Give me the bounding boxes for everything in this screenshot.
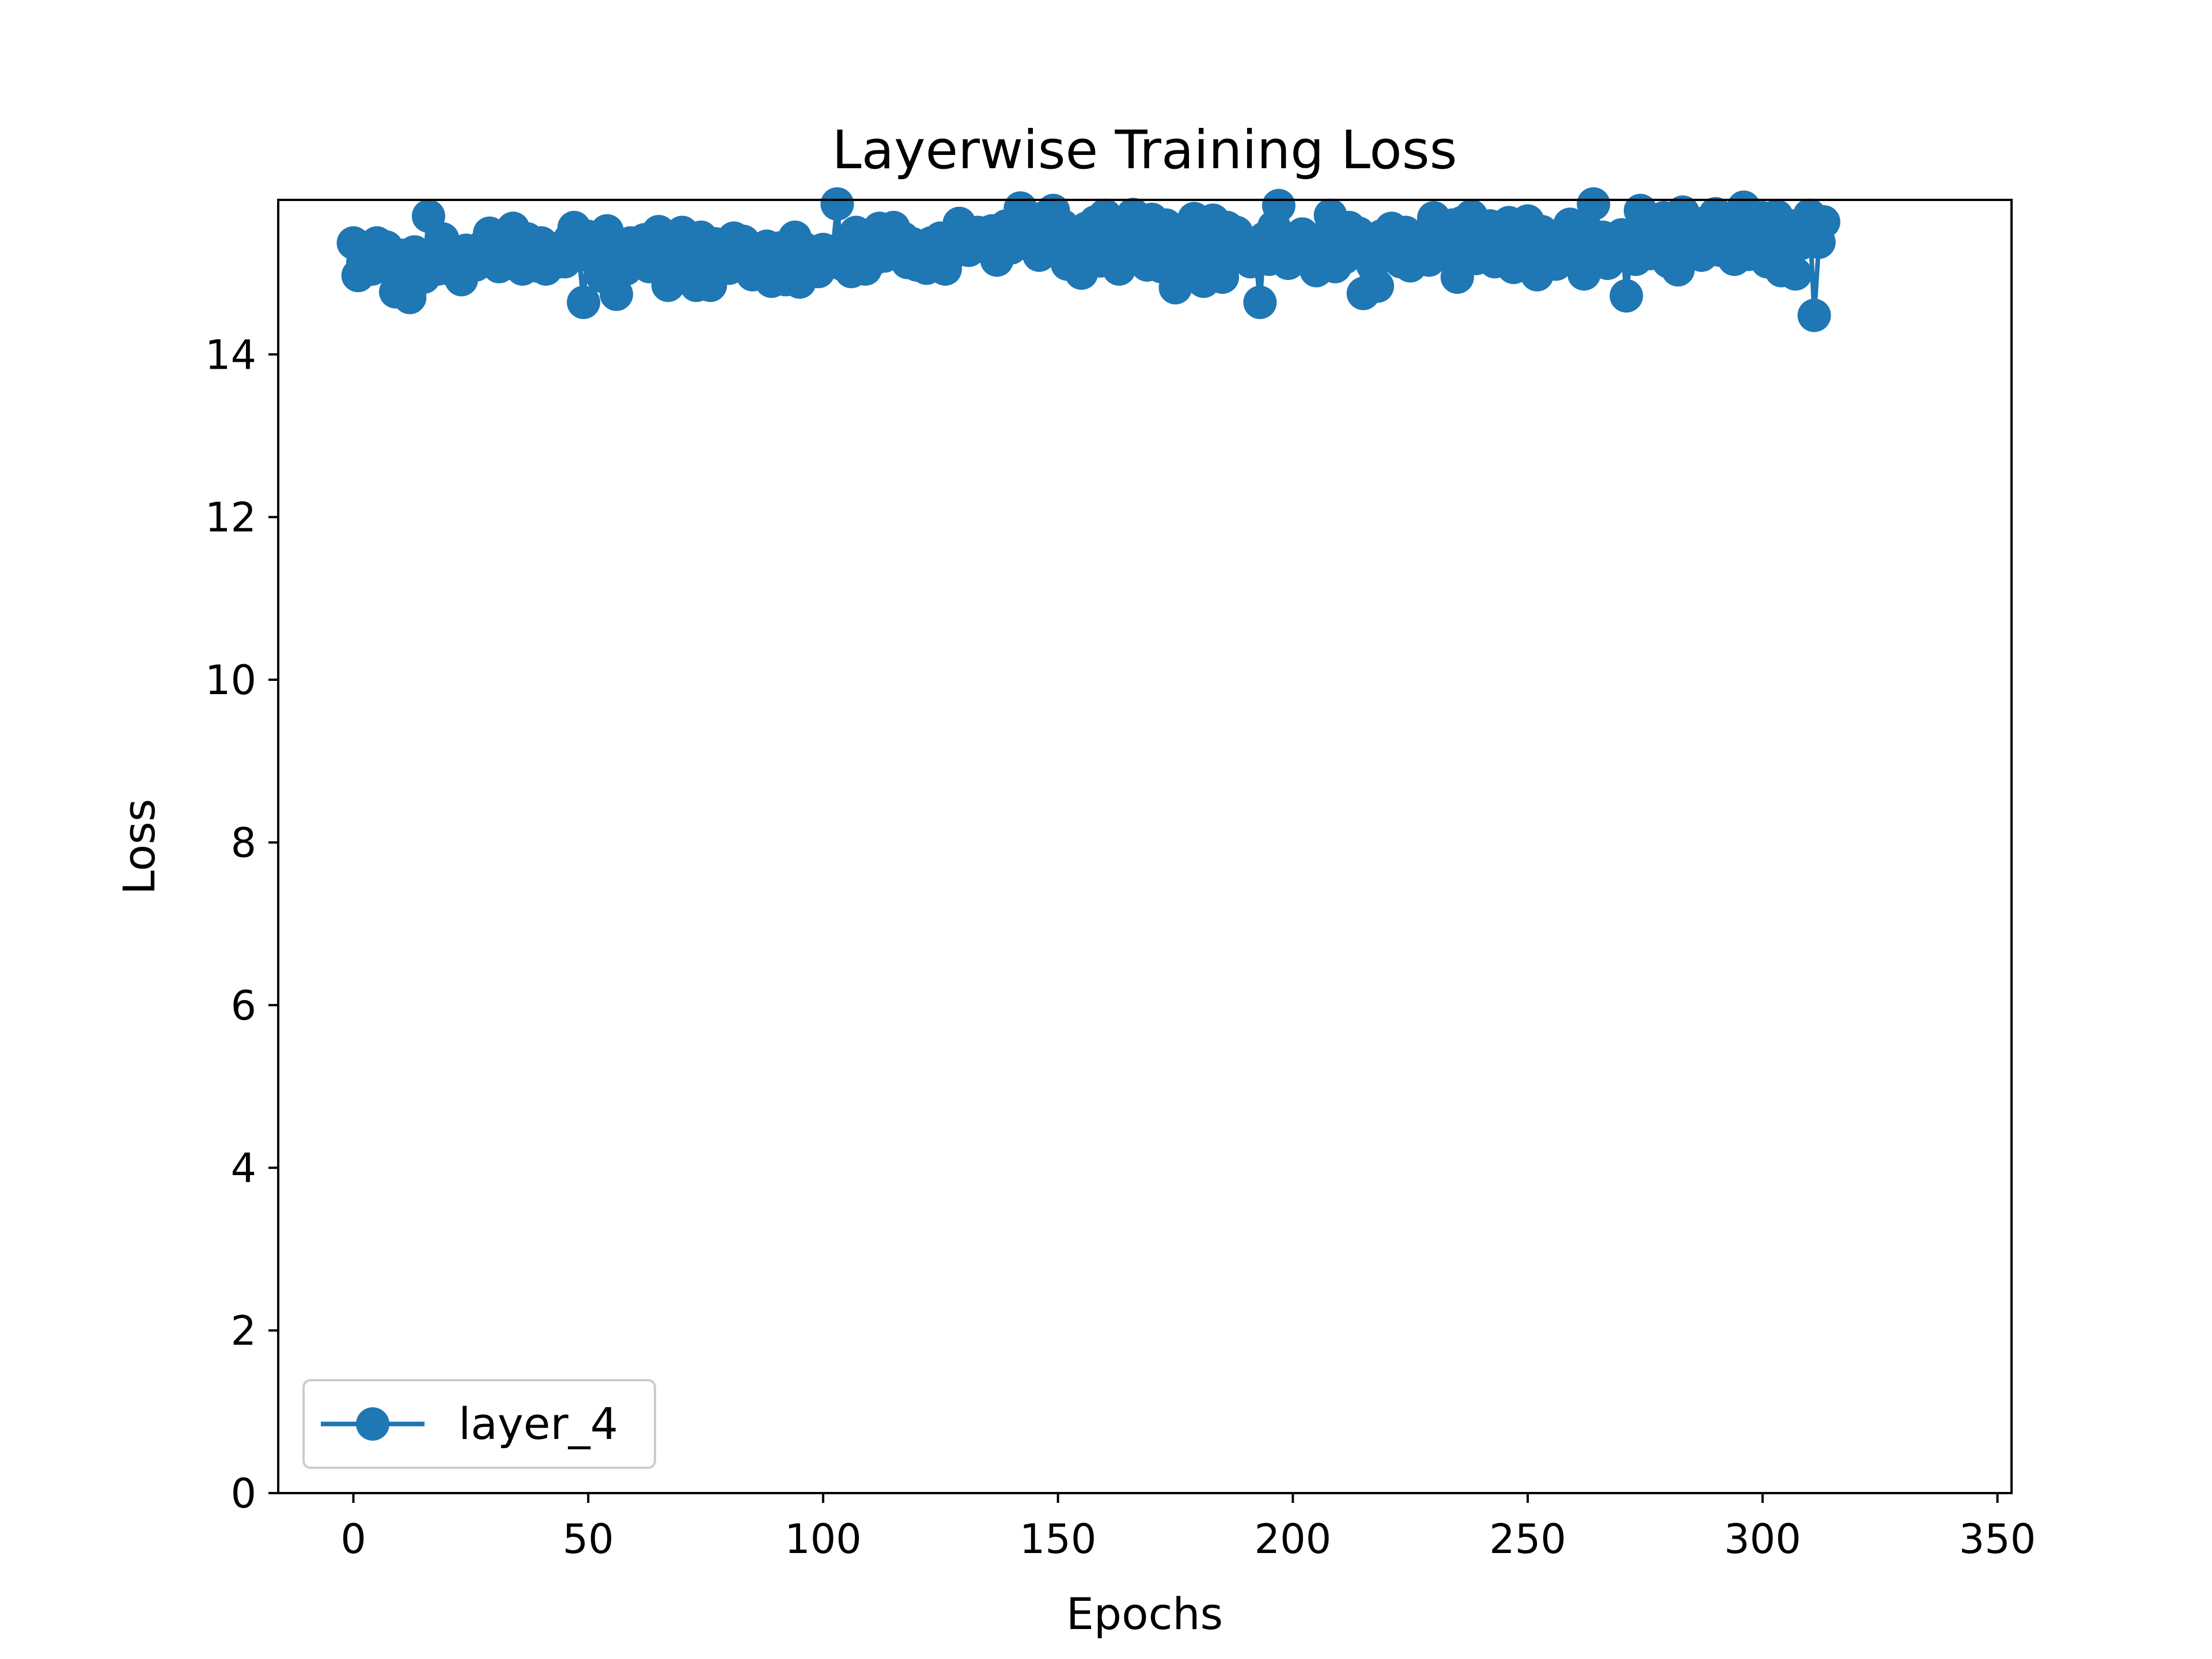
- data-point: [1206, 260, 1239, 294]
- y-tick-label: 8: [230, 819, 256, 866]
- data-point: [1158, 271, 1192, 305]
- legend-label: layer_4: [459, 1398, 618, 1449]
- y-tick-label: 14: [205, 331, 256, 378]
- chart-title: Layerwise Training Loss: [832, 119, 1457, 181]
- legend-box: [302, 1379, 656, 1469]
- x-tick-label: 50: [563, 1516, 614, 1563]
- data-point: [1778, 257, 1812, 291]
- x-tick-label: 300: [1724, 1516, 1801, 1563]
- y-tick-label: 2: [230, 1308, 256, 1355]
- y-tick-label: 0: [230, 1470, 256, 1517]
- legend-marker-swatch: [356, 1407, 389, 1441]
- x-axis-label: Epochs: [1066, 1588, 1223, 1639]
- data-point: [1262, 188, 1296, 222]
- x-axis: 0 50 100 150 200 250 300 350: [340, 1493, 2036, 1563]
- x-tick-label: 0: [340, 1516, 366, 1563]
- y-tick-label: 12: [205, 494, 256, 541]
- data-point: [600, 277, 634, 311]
- y-axis: 0 2 4 6 8 10 12 14: [205, 331, 278, 1517]
- legend: layer_4: [302, 1379, 656, 1469]
- data-point: [1797, 298, 1831, 332]
- data-point: [1577, 187, 1611, 221]
- data-point: [1243, 285, 1277, 319]
- x-tick-label: 200: [1255, 1516, 1332, 1563]
- x-tick-label: 150: [1020, 1516, 1097, 1563]
- data-point: [1361, 269, 1395, 303]
- x-tick-label: 350: [1959, 1516, 2036, 1563]
- y-tick-label: 4: [230, 1145, 256, 1192]
- y-tick-label: 6: [230, 982, 256, 1029]
- data-point: [820, 187, 854, 221]
- y-tick-label: 10: [205, 657, 256, 704]
- plot-area: [336, 187, 1840, 332]
- data-point: [1609, 279, 1643, 313]
- data-point: [1806, 205, 1840, 239]
- x-tick-label: 250: [1489, 1516, 1566, 1563]
- x-tick-label: 100: [785, 1516, 862, 1563]
- data-point: [567, 285, 600, 319]
- y-axis-label: Loss: [113, 799, 165, 895]
- axes-frame: [277, 199, 2013, 1494]
